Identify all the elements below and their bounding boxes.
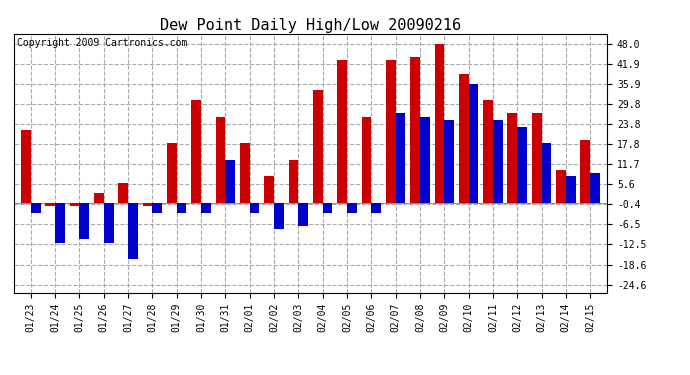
Bar: [532, 113, 542, 203]
Bar: [395, 113, 405, 203]
Bar: [386, 60, 395, 203]
Bar: [590, 173, 600, 203]
Bar: [313, 90, 323, 203]
Bar: [201, 203, 210, 213]
Bar: [274, 203, 284, 229]
Bar: [31, 203, 41, 213]
Bar: [167, 143, 177, 203]
Bar: [444, 120, 454, 203]
Bar: [483, 100, 493, 203]
Bar: [323, 203, 333, 213]
Bar: [21, 130, 31, 203]
Bar: [580, 140, 590, 203]
Bar: [459, 74, 469, 203]
Bar: [347, 203, 357, 213]
Bar: [216, 117, 226, 203]
Bar: [362, 117, 371, 203]
Bar: [128, 203, 138, 259]
Bar: [191, 100, 201, 203]
Bar: [298, 203, 308, 226]
Text: Copyright 2009 Cartronics.com: Copyright 2009 Cartronics.com: [17, 38, 187, 48]
Bar: [240, 143, 250, 203]
Bar: [556, 170, 566, 203]
Bar: [542, 143, 551, 203]
Bar: [226, 160, 235, 203]
Bar: [566, 176, 575, 203]
Bar: [420, 117, 430, 203]
Bar: [518, 127, 527, 203]
Bar: [46, 203, 55, 206]
Bar: [411, 57, 420, 203]
Bar: [264, 176, 274, 203]
Bar: [70, 203, 79, 206]
Bar: [337, 60, 347, 203]
Bar: [371, 203, 381, 213]
Bar: [469, 84, 478, 203]
Title: Dew Point Daily High/Low 20090216: Dew Point Daily High/Low 20090216: [160, 18, 461, 33]
Bar: [435, 44, 444, 203]
Bar: [493, 120, 502, 203]
Bar: [177, 203, 186, 213]
Bar: [152, 203, 162, 213]
Bar: [94, 193, 104, 203]
Bar: [507, 113, 518, 203]
Bar: [143, 203, 152, 206]
Bar: [104, 203, 114, 243]
Bar: [79, 203, 89, 239]
Bar: [55, 203, 65, 243]
Bar: [288, 160, 298, 203]
Bar: [119, 183, 128, 203]
Bar: [250, 203, 259, 213]
